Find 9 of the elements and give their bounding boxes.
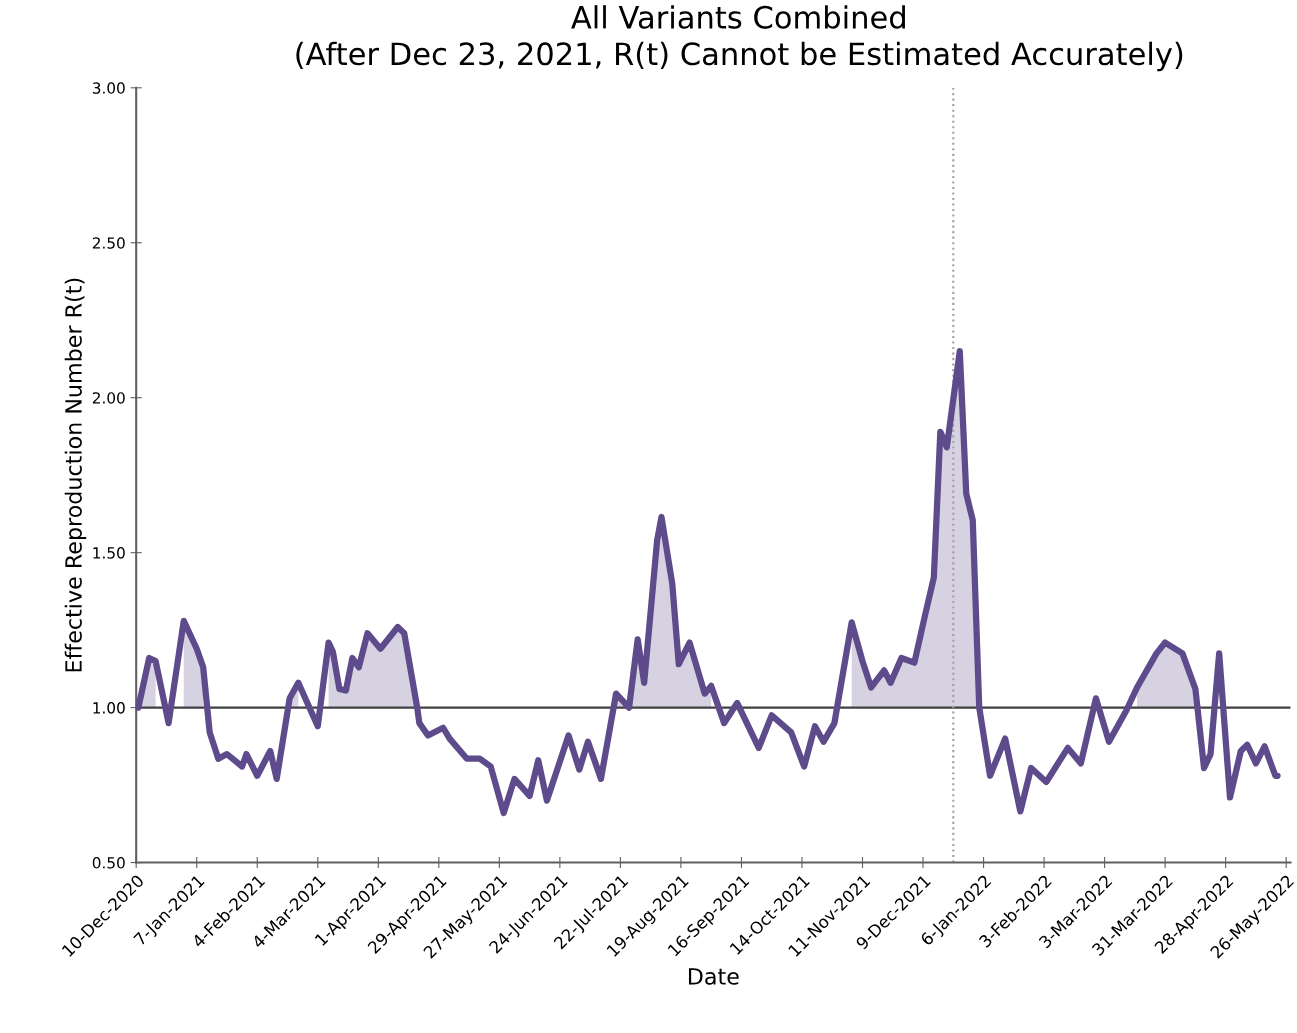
chart-title: All Variants Combined (After Dec 23, 2021, R(t) Cannot be Estimated Accurately) bbox=[296, 5, 1183, 72]
y-tick-label: 1.00 bbox=[93, 702, 125, 714]
y-axis-title: Effective Reproduction Number R(t) bbox=[64, 278, 87, 672]
y-tick-label: 1.50 bbox=[93, 547, 125, 559]
y-tick-label: 2.00 bbox=[92, 392, 125, 404]
x-axis-title: Date bbox=[688, 968, 739, 985]
y-tick-label: 3.00 bbox=[92, 82, 125, 94]
y-tick-label: 2.50 bbox=[92, 237, 125, 249]
y-tick-label: 0.50 bbox=[92, 857, 125, 869]
